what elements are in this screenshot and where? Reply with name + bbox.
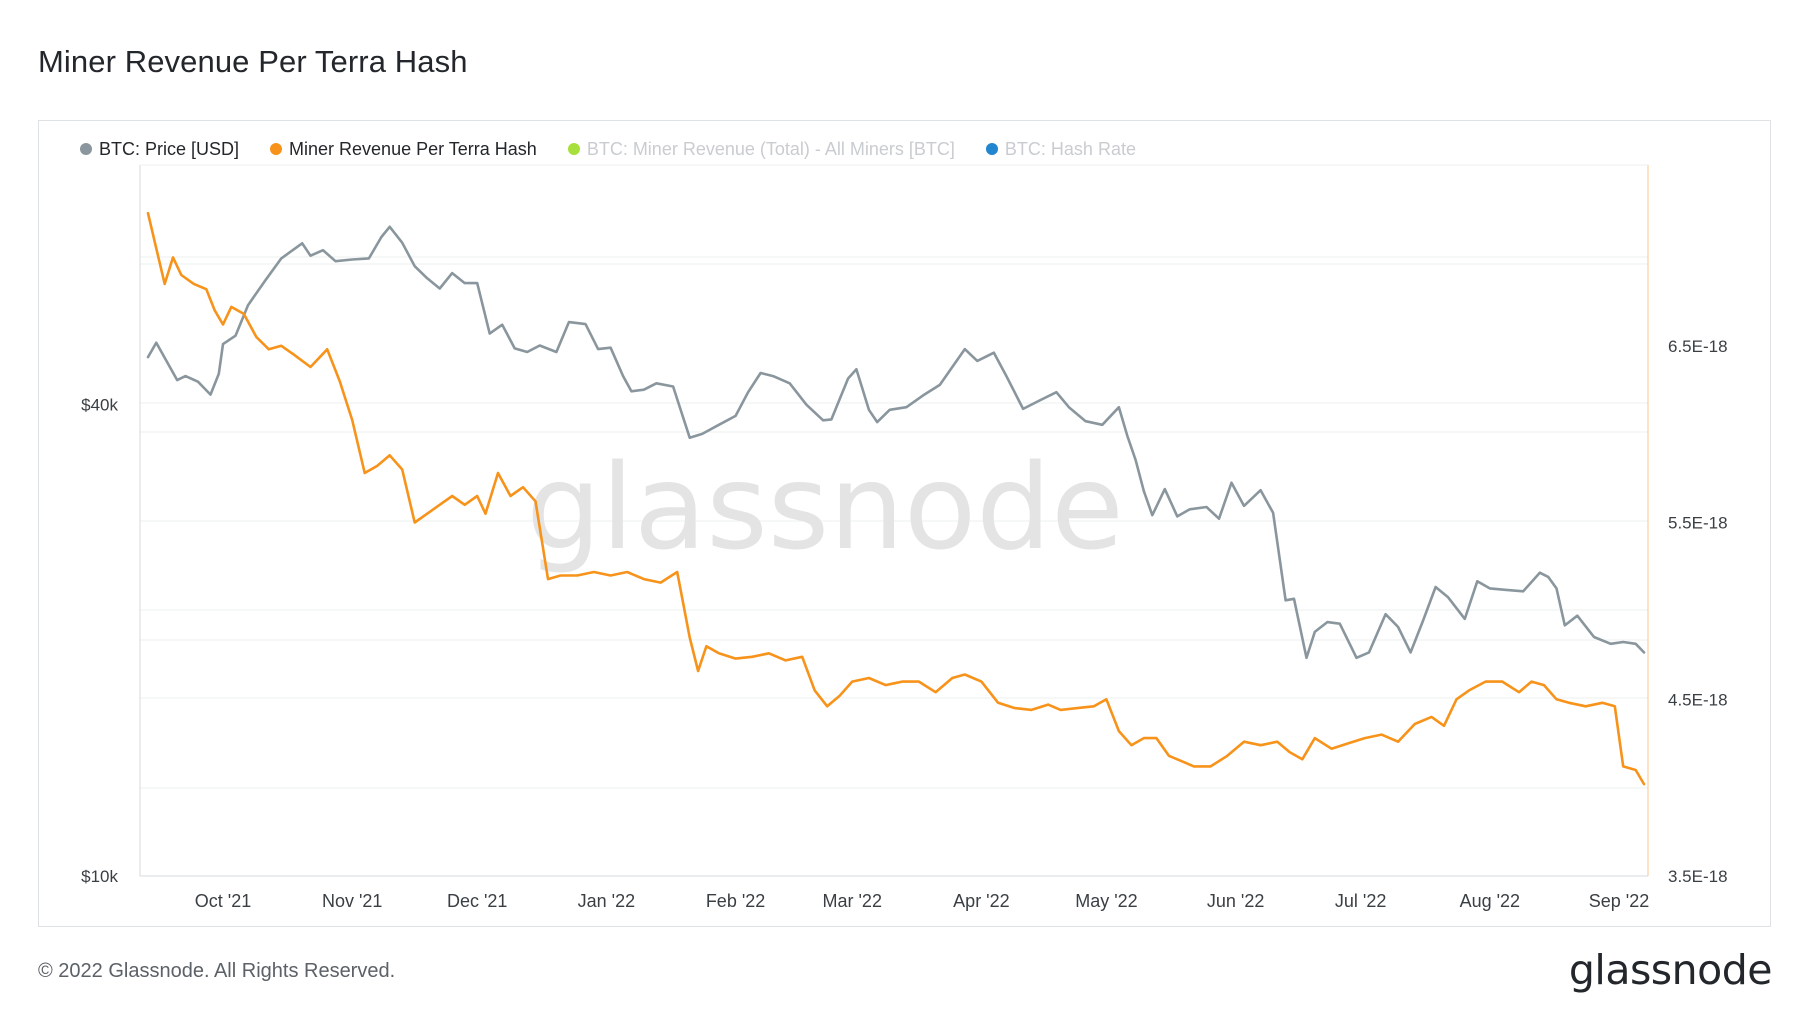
series-line-btc-price[interactable]: [146, 225, 1646, 660]
legend-item-miner-revenue[interactable]: BTC: Miner Revenue (Total) - All Miners …: [567, 138, 955, 160]
chart-title: Miner Revenue Per Terra Hash: [38, 44, 468, 79]
legend: BTC: Price [USD] Miner Revenue Per Terra…: [80, 137, 1167, 161]
legend-item-hash-rate[interactable]: BTC: Hash Rate: [985, 138, 1136, 160]
x-tick-label: Dec '21: [447, 891, 507, 911]
x-tick-label: Aug '22: [1460, 891, 1521, 911]
x-tick-label: Jun '22: [1207, 891, 1264, 911]
legend-label: BTC: Miner Revenue (Total) - All Miners …: [586, 138, 955, 159]
brand-logo[interactable]: glassnode: [1568, 946, 1773, 994]
legend-dot-icon: [985, 143, 998, 155]
y-right-tick-label: 6.5E-18: [1668, 337, 1728, 356]
x-tick-label: Nov '21: [322, 891, 382, 911]
watermark: glassnode: [526, 438, 1123, 576]
x-tick-label: Oct '21: [195, 891, 251, 911]
tick-labels: Oct '21 Nov '21 Dec '21 Jan '22 Feb '22 Mar '…: [81, 337, 1727, 911]
legend-dot-icon: [567, 143, 580, 155]
series-layer: [146, 211, 1646, 786]
x-tick-label: Sep '22: [1589, 891, 1650, 911]
legend-item-revenue-per-th[interactable]: Miner Revenue Per Terra Hash: [270, 139, 537, 160]
y-left-tick-label: $40k: [81, 396, 118, 415]
legend-dot-icon: [270, 143, 283, 155]
legend-dot-icon: [80, 143, 92, 155]
y-right-tick-label: 4.5E-18: [1668, 690, 1728, 709]
x-tick-label: Mar '22: [823, 891, 882, 911]
x-tick-label: May '22: [1075, 891, 1137, 911]
y-left-tick-label: $10k: [81, 867, 118, 886]
x-tick-label: Apr '22: [953, 891, 1009, 911]
legend-label: BTC: Hash Rate: [1004, 138, 1136, 159]
y-right-tick-label: 5.5E-18: [1668, 514, 1728, 533]
grid: [140, 256, 1648, 789]
x-tick-label: Jan '22: [578, 891, 635, 911]
x-tick-label: Feb '22: [706, 891, 765, 911]
legend-item-price[interactable]: BTC: Price [USD]: [80, 139, 239, 160]
legend-label: BTC: Price [USD]: [99, 138, 240, 159]
copyright-text: © 2022 Glassnode. All Rights Reserved.: [38, 960, 396, 982]
legend-label: Miner Revenue Per Terra Hash: [289, 138, 537, 159]
series-line-miner-revenue-per-th[interactable]: [146, 211, 1646, 786]
axes: [139, 164, 1649, 877]
x-tick-label: Jul '22: [1335, 891, 1386, 911]
y-right-tick-label: 3.5E-18: [1668, 867, 1728, 886]
